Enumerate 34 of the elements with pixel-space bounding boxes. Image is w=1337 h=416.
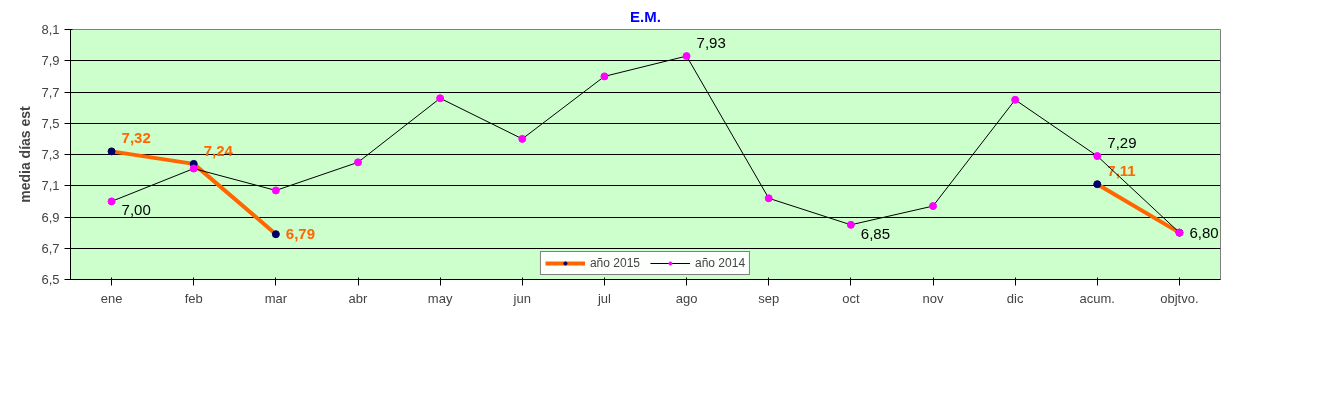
x-tick-label: dic [1006, 290, 1024, 306]
y-tick-label: 7,9 [41, 53, 60, 69]
y-axis-title: media días est [17, 105, 34, 203]
y-tick-label: 7,3 [41, 147, 60, 162]
x-tick-label: feb [184, 290, 203, 306]
y-tick-label: 8,1 [41, 22, 60, 37]
x-tick-label: acum. [1079, 290, 1115, 306]
x-tick-label: may [427, 290, 453, 306]
data-label: 7,93 [696, 34, 726, 52]
y-tick-label: 6,7 [41, 240, 60, 256]
x-tick-label: jun [512, 290, 531, 306]
y-tick-label: 7,5 [41, 115, 60, 131]
x-tick-label: sep [758, 290, 780, 306]
y-tick-label: 7,7 [41, 84, 60, 100]
data-label: 6,85 [860, 224, 891, 242]
x-tick-label: objtvo. [1160, 290, 1199, 306]
y-tick-label: 7,1 [41, 178, 60, 194]
chart-title: E.M. [630, 7, 661, 25]
x-tick-label: mar [264, 290, 288, 306]
x-tick-label: ene [100, 290, 123, 306]
y-tick-label: 6,5 [41, 272, 60, 287]
data-label: 6,80 [1189, 223, 1219, 241]
legend-label: año 2014 [695, 256, 746, 270]
data-label: 7,32 [121, 129, 151, 147]
x-tick-label: jul [596, 290, 612, 306]
x-tick-label: ago [675, 290, 698, 306]
data-label: 7,29 [1107, 134, 1137, 152]
data-label: 7,00 [121, 201, 151, 219]
y-tick-label: 6,9 [41, 209, 60, 225]
data-label: 6,79 [285, 225, 316, 243]
x-tick-label: abr [348, 290, 369, 306]
x-tick-label: oct [842, 290, 860, 306]
x-tick-label: nov [922, 290, 944, 306]
legend-label: año 2015 [589, 256, 640, 270]
